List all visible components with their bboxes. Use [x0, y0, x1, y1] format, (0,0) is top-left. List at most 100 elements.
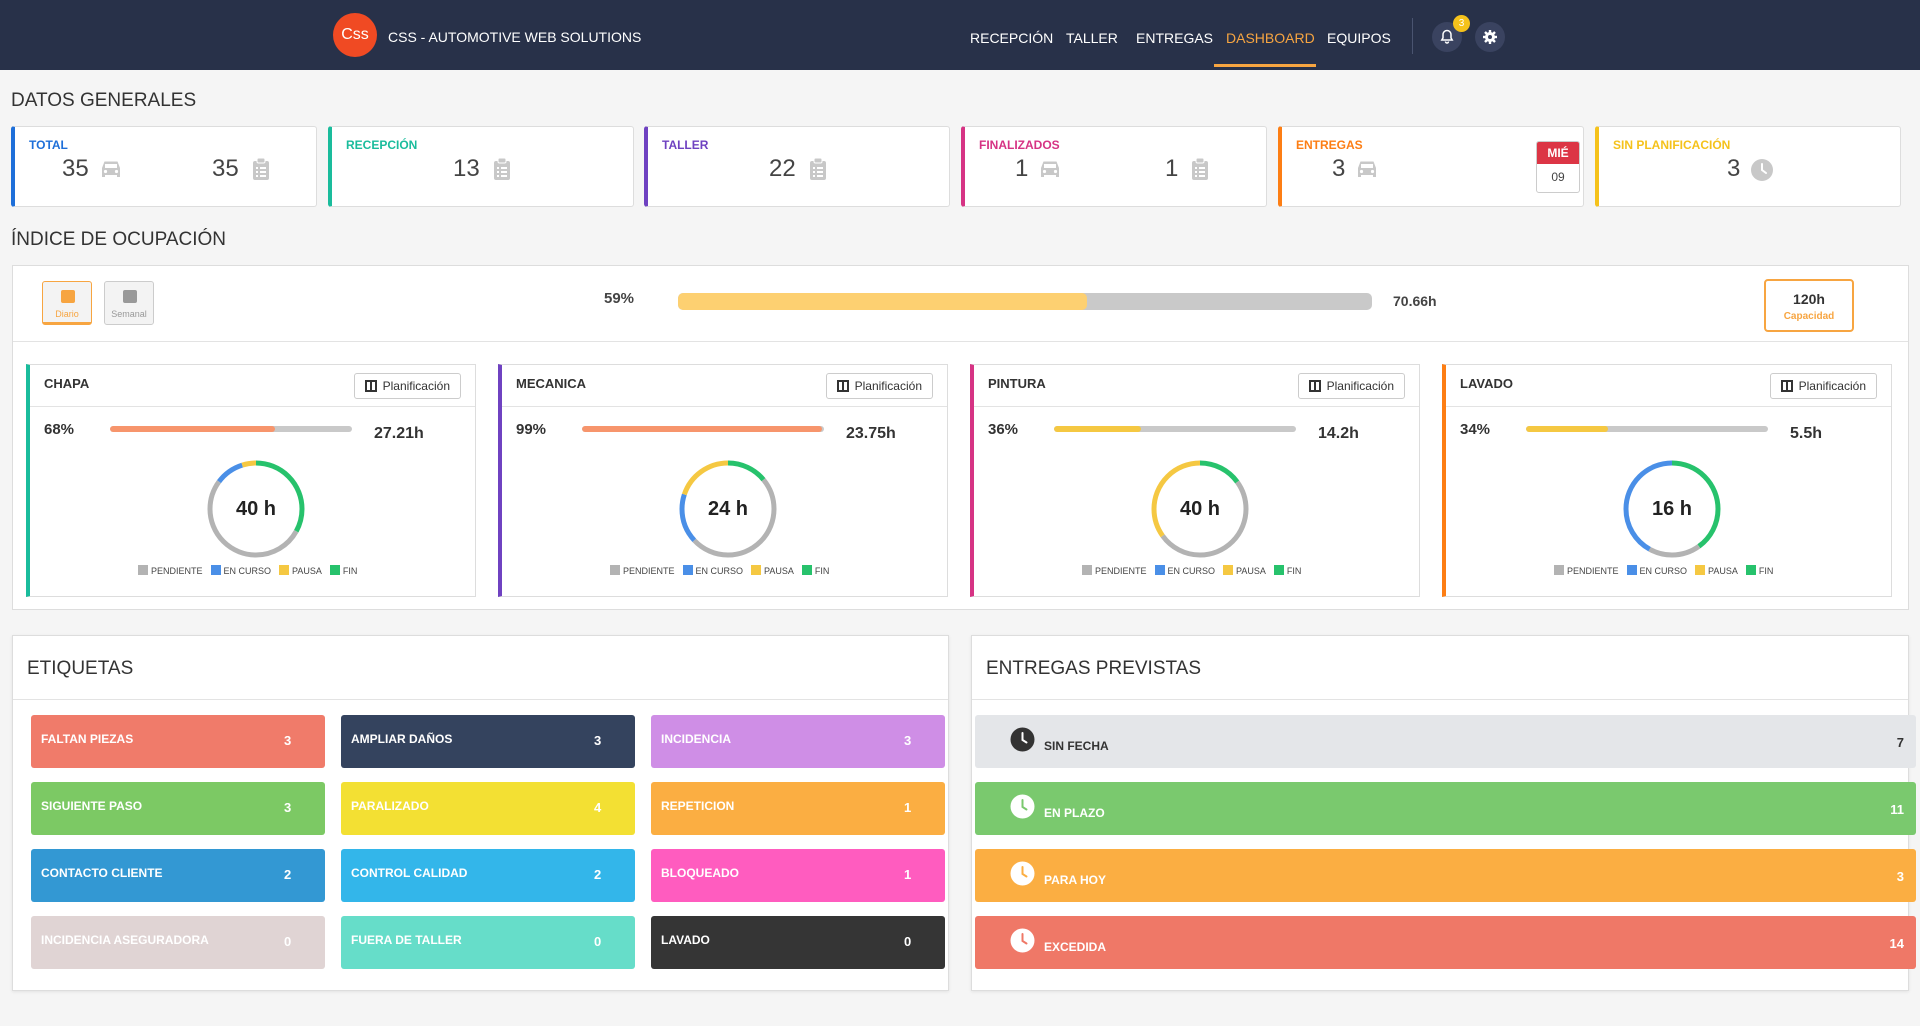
car-icon	[1041, 161, 1060, 177]
stat-card-sin-planificacion[interactable]: SIN PLANIFICACIÓN 3	[1595, 126, 1901, 207]
stat-vehicles: 35	[62, 155, 125, 183]
delivery-status-row[interactable]: EN PLAZO 11	[975, 782, 1916, 835]
dept-donut-chart	[679, 460, 777, 558]
label-tag[interactable]: INCIDENCIA ASEGURADORA 0	[31, 916, 325, 969]
stat-card-taller[interactable]: TALLER 22	[644, 126, 950, 207]
stat-label: TALLER	[662, 138, 709, 152]
label-tag[interactable]: LAVADO 0	[651, 916, 945, 969]
nav-equipos[interactable]: EQUIPOS	[1327, 30, 1391, 46]
legend-fin: FIN	[1745, 565, 1773, 576]
label-tag-name: FALTAN PIEZAS	[41, 732, 134, 746]
delivery-status-label: EXCEDIDA	[1044, 940, 1107, 954]
nav-dashboard[interactable]: DASHBOARD	[1226, 30, 1315, 46]
brand-logo[interactable]: Css	[333, 13, 377, 57]
occupancy-bar-fill	[678, 293, 1088, 310]
label-tag[interactable]: SIGUIENTE PASO 3	[31, 782, 325, 835]
planificacion-button[interactable]: Planificación	[1297, 373, 1405, 399]
occupancy-bar	[678, 293, 1372, 310]
delivery-status-row[interactable]: PARA HOY 3	[975, 849, 1916, 902]
label-tag[interactable]: CONTACTO CLIENTE 2	[31, 849, 325, 902]
dept-bar-fill	[582, 426, 822, 432]
gear-icon	[1483, 30, 1497, 44]
car-icon	[101, 161, 120, 177]
toggle-weekly[interactable]: Semanal	[104, 281, 154, 325]
legend-pausa: PAUSA	[1223, 565, 1266, 576]
dept-bar	[1526, 426, 1768, 432]
board-icon	[1308, 380, 1321, 392]
label-tag[interactable]: CONTROL CALIDAD 2	[341, 849, 635, 902]
donut-segment-en-curso	[1623, 460, 1721, 558]
stat-label: TOTAL	[29, 138, 68, 152]
donut-segment-pendiente	[1623, 460, 1721, 558]
settings-button[interactable]	[1475, 22, 1505, 52]
calendar-date: 09	[1551, 170, 1565, 184]
dept-percent: 68%	[44, 421, 75, 438]
delivery-status-row[interactable]: SIN FECHA 7	[975, 715, 1916, 768]
dept-card-header: PINTURA Planificación	[974, 365, 1419, 407]
dept-name: LAVADO	[1460, 376, 1513, 391]
dept-name: MECANICA	[516, 376, 587, 391]
label-tag[interactable]: REPETICION 1	[651, 782, 945, 835]
calendar-date-badge: MIÉ 09	[1536, 141, 1580, 193]
planificacion-button[interactable]: Planificación	[353, 373, 461, 399]
dept-legend: PENDIENTE EN CURSO PAUSA FIN	[1554, 565, 1773, 576]
delivery-status-count: 3	[1896, 869, 1904, 884]
dept-bar-fill	[1526, 426, 1609, 432]
label-tag[interactable]: FUERA DE TALLER 0	[341, 916, 635, 969]
label-tag[interactable]: INCIDENCIA 3	[651, 715, 945, 768]
label-tag-name: AMPLIAR DAÑOS	[351, 732, 453, 746]
legend-pausa: PAUSA	[751, 565, 794, 576]
planificacion-button[interactable]: Planificación	[1769, 373, 1877, 399]
label-tag-count: 3	[594, 733, 602, 748]
label-tag-count: 3	[284, 800, 292, 815]
dept-donut-label: 40 h	[235, 497, 277, 520]
dept-legend: PENDIENTE EN CURSO PAUSA FIN	[1082, 565, 1301, 576]
nav-entregas[interactable]: ENTREGAS	[1136, 30, 1214, 46]
label-tag[interactable]: AMPLIAR DAÑOS 3	[341, 715, 635, 768]
dept-card-chapa: CHAPA Planificación 68% 27.21h 40 h PEND…	[26, 364, 476, 597]
legend-pausa: PAUSA	[279, 565, 322, 576]
dept-card-lavado: LAVADO Planificación 34% 5.5h 16 h PENDI…	[1442, 364, 1892, 597]
delivery-status-row[interactable]: EXCEDIDA 14	[975, 916, 1916, 969]
dept-card-header: CHAPA Planificación	[30, 365, 475, 407]
dept-bar	[110, 426, 352, 432]
nav-recepcion[interactable]: RECEPCIÓN	[970, 30, 1054, 46]
capacity-value: 120h	[1793, 291, 1825, 307]
donut-segment-pausa	[1151, 460, 1249, 558]
stat-card-entregas[interactable]: ENTREGAS 3 MIÉ 09	[1278, 126, 1584, 207]
label-tag-name: PARALIZADO	[351, 799, 429, 813]
stat-card-total[interactable]: TOTAL 35 35	[11, 126, 317, 207]
dept-card-pintura: PINTURA Planificación 36% 14.2h 40 h PEN…	[970, 364, 1420, 597]
stat-card-recepcion[interactable]: RECEPCIÓN 13	[328, 126, 634, 207]
dept-hours: 23.75h	[846, 425, 896, 442]
stat-orders: 35	[212, 155, 275, 183]
stat-label: ENTREGAS	[1296, 138, 1363, 152]
nav-divider	[1412, 18, 1413, 54]
label-tag[interactable]: FALTAN PIEZAS 3	[31, 715, 325, 768]
stat-vehicles: 3	[1332, 155, 1381, 183]
stat-card-finalizados[interactable]: FINALIZADOS 1 1	[961, 126, 1267, 207]
dept-donut-chart	[207, 460, 305, 558]
stat-orders: 1	[1165, 155, 1214, 183]
legend-en-curso: EN CURSO	[1626, 565, 1687, 576]
delivery-status-label: PARA HOY	[1044, 873, 1107, 887]
clock-icon	[1751, 159, 1774, 181]
dept-legend: PENDIENTE EN CURSO PAUSA FIN	[610, 565, 829, 576]
dept-card-header: MECANICA Planificación	[502, 365, 947, 407]
stat-value: 35	[212, 155, 239, 182]
label-tag[interactable]: BLOQUEADO 1	[651, 849, 945, 902]
dept-percent: 99%	[516, 421, 547, 438]
toggle-daily[interactable]: Diario	[42, 281, 92, 325]
stat-value: 35	[62, 155, 89, 182]
planificacion-label: Planificación	[1326, 379, 1394, 393]
label-tag[interactable]: PARALIZADO 4	[341, 782, 635, 835]
labels-panel-header: ETIQUETAS	[13, 636, 948, 700]
donut-segment-en-curso	[679, 460, 777, 558]
nav-taller[interactable]: TALLER	[1066, 30, 1118, 46]
label-tag-name: BLOQUEADO	[661, 866, 739, 880]
legend-en-curso: EN CURSO	[682, 565, 743, 576]
car-icon	[1358, 161, 1377, 177]
label-tag-name: LAVADO	[661, 933, 710, 947]
dept-donut-chart	[1623, 460, 1721, 558]
planificacion-button[interactable]: Planificación	[825, 373, 933, 399]
